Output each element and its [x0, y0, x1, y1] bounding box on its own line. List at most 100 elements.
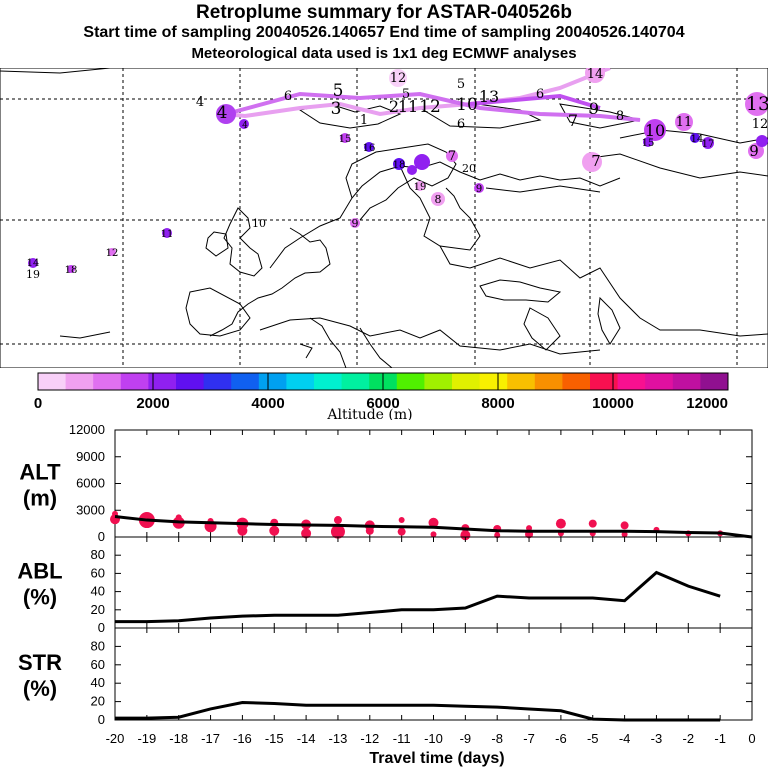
time-series-panels: 030006000900012000ALT(m)020406080ABL(%)0…	[17, 422, 755, 767]
plume-marker	[582, 152, 602, 172]
colorbar-cell	[396, 373, 425, 390]
plume-marker	[690, 133, 700, 143]
plume-label: 19	[26, 268, 40, 281]
plume-marker	[364, 142, 374, 152]
series-line-str	[115, 701, 721, 722]
x-tick-label: -1	[714, 731, 726, 746]
altitude-dot	[555, 518, 566, 529]
series-line-alt	[114, 515, 753, 539]
plume-marker	[643, 137, 653, 147]
plume-markers	[28, 68, 768, 273]
colorbar-tick: 0	[34, 395, 42, 412]
y-tick-label: 9000	[76, 449, 105, 464]
panel-alt: 0 3000 6000 9000 12000 ALT(m)	[19, 422, 753, 544]
plume-marker	[28, 258, 38, 268]
plume-label: 12	[390, 71, 407, 86]
plume-marker	[745, 92, 768, 116]
plume-marker	[748, 143, 764, 159]
colorbar-label: Altitude (m)	[326, 407, 412, 420]
sampling-time-range: Start time of sampling 20040526.140657 E…	[83, 24, 685, 41]
colorbar-cell	[176, 373, 205, 390]
plume-marker	[239, 119, 249, 129]
y-tick-label: 0	[98, 712, 105, 727]
plume-label-layer: 12 5 14 4 5 6 5 3 4 2 1 11 12 10 13 6 9 …	[26, 68, 768, 281]
plume-marker	[644, 119, 666, 141]
plume-label: 17	[702, 139, 715, 150]
map-gridlines	[0, 68, 768, 368]
colorbar-cell	[314, 373, 343, 390]
altitude-dot	[269, 525, 280, 536]
y-tick-label: 20	[91, 602, 105, 617]
plume-label: 4	[196, 95, 204, 110]
chart-title: Retroplume summary for ASTAR-040526b	[196, 2, 572, 23]
x-tick-label: -9	[460, 731, 472, 746]
y-tick-label: 6000	[76, 476, 105, 491]
altitude-dot	[301, 528, 312, 539]
panel-label: ALT	[19, 460, 61, 485]
plume-label: 15	[339, 134, 352, 145]
y-tick-label: 0	[98, 529, 105, 544]
colorbar-cell	[424, 373, 453, 390]
colorbar-frame	[37, 372, 729, 391]
series-line-abl	[115, 570, 721, 624]
x-tick-label: -7	[523, 731, 535, 746]
plume-marker	[431, 192, 445, 206]
x-tick-label: -10	[424, 731, 443, 746]
x-tick-label: -17	[201, 731, 220, 746]
panel-frame	[114, 536, 753, 629]
plume-label: 12	[419, 97, 441, 117]
plume-label: 19	[414, 182, 427, 193]
plume-label: 14	[587, 68, 604, 82]
altitude-dot	[397, 527, 406, 536]
y-tick-label: 40	[91, 584, 105, 599]
plume-label: 1	[360, 113, 368, 128]
plume-marker	[350, 218, 360, 228]
colorbar-cell	[617, 373, 646, 390]
colorbar-tick: 8000	[481, 395, 514, 412]
plume-label: 15	[642, 138, 655, 149]
panel-str: 0 20 40 60 80 STR(%)	[18, 627, 753, 727]
plume-label: 18	[65, 265, 78, 276]
colorbar-tick: 4000	[251, 395, 284, 412]
x-tick-label: -18	[169, 731, 188, 746]
colorbar-cell	[534, 373, 563, 390]
y-tick-label: 80	[91, 638, 105, 653]
x-tick-label: -12	[360, 731, 379, 746]
plume-label: 4	[242, 121, 248, 131]
x-tick-label: -4	[619, 731, 631, 746]
plume-marker	[162, 228, 172, 238]
panel-unit: (m)	[23, 486, 57, 511]
plume-marker	[414, 154, 430, 170]
altitude-dot	[365, 526, 374, 535]
colorbar-cell	[562, 373, 591, 390]
colorbar-cell	[38, 373, 67, 390]
plume-label: 3	[331, 99, 342, 119]
x-tick-label: -14	[297, 731, 316, 746]
colorbar-cell	[452, 373, 481, 390]
colorbar-cell	[645, 373, 674, 390]
colorbar-cells	[37, 373, 729, 390]
panel-unit: (%)	[23, 676, 57, 701]
plume-label: 20	[462, 162, 476, 175]
plume-marker	[389, 69, 407, 87]
y-tick-label: 60	[91, 657, 105, 672]
plume-label: 7	[568, 111, 578, 130]
colorbar-cell	[700, 373, 729, 390]
plume-label: 5	[457, 77, 465, 92]
colorbar-cell	[148, 373, 177, 390]
altitude-dot	[428, 517, 439, 528]
y-tick-label: 12000	[69, 422, 105, 437]
colorbar-cell	[65, 373, 94, 390]
colorbar-tick: 6000	[366, 395, 399, 412]
plume-marker	[108, 248, 116, 256]
altitude-dot	[526, 525, 533, 532]
plume-marker	[340, 133, 350, 143]
altitude-colorbar: 0 2000 4000 6000 8000 10000 12000 Altitu…	[34, 372, 729, 420]
altitude-dot	[620, 521, 629, 530]
plume-marker	[474, 183, 484, 193]
plume-label: 12	[752, 117, 768, 132]
plume-label: 7	[448, 149, 456, 164]
x-tick-label: -19	[137, 731, 156, 746]
colorbar-cell	[93, 373, 122, 390]
plume-path	[225, 68, 641, 122]
